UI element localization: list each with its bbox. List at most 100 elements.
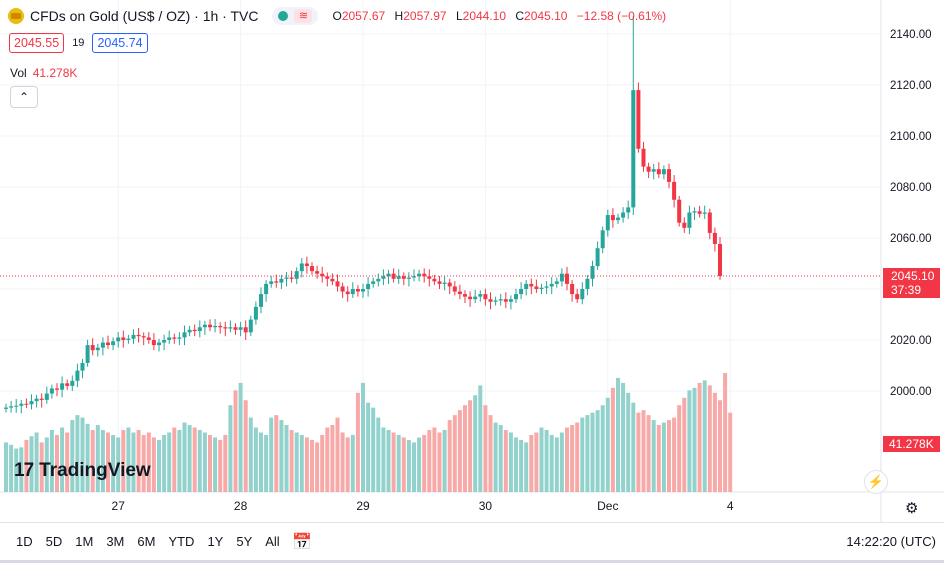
volume-bar (310, 439, 314, 492)
volume-bar (345, 437, 350, 492)
volume-bar (294, 432, 299, 492)
collapse-legend-button[interactable]: ⌃ (10, 86, 38, 108)
candle-body (325, 276, 330, 279)
range-5y-button[interactable]: 5Y (236, 534, 253, 549)
volume-bar (141, 434, 146, 492)
alert-icon: ≋ (294, 9, 313, 23)
candle-body (75, 370, 80, 381)
volume-bar (656, 425, 661, 492)
range-5d-button[interactable]: 5D (45, 534, 63, 549)
range-3m-button[interactable]: 3M (106, 534, 125, 549)
range-6m-button[interactable]: 6M (137, 534, 156, 549)
market-status-pill[interactable]: ≋ (272, 7, 319, 25)
sell-price-button[interactable]: 2045.55 (9, 33, 65, 53)
volume-bar (580, 417, 585, 492)
volume-bar (590, 412, 595, 492)
range-1y-button[interactable]: 1Y (207, 534, 224, 549)
candle-body (172, 337, 177, 339)
candle-body (401, 276, 406, 279)
volume-bar (447, 420, 452, 492)
volume-bar (202, 432, 207, 492)
candle-body (19, 403, 24, 406)
candle-body (590, 266, 595, 279)
bolt-icon[interactable]: ⚡ (864, 470, 888, 494)
volume-bar (126, 427, 131, 492)
candle-body (549, 283, 554, 287)
volume-bar (162, 434, 167, 492)
gear-icon[interactable]: ⚙ (905, 500, 919, 517)
symbol-title[interactable]: CFDs on Gold (US$ / OZ) · 1h · TVC (30, 8, 259, 24)
x-tick-label: 4 (727, 499, 734, 513)
candle-body (202, 324, 207, 328)
range-1m-button[interactable]: 1M (75, 534, 94, 549)
volume-bar (483, 405, 488, 492)
candle-body (529, 283, 534, 287)
volume-bar (172, 427, 177, 492)
volume-bar (289, 430, 294, 492)
y-tick-label: 2120.00 (890, 80, 932, 92)
candle-body (692, 211, 697, 213)
tradingview-logo[interactable]: 17 TradingView (14, 460, 151, 482)
volume-bar (432, 427, 437, 492)
candle-body (269, 281, 274, 284)
candle-body (80, 362, 85, 371)
calendar-range-icon[interactable]: 📅 (292, 534, 312, 551)
candle-body (605, 215, 610, 231)
volume-bar (570, 425, 575, 492)
volume-bar (692, 387, 697, 492)
volume-bar (157, 439, 161, 492)
range-all-button[interactable]: All (265, 534, 280, 549)
chart-legend: CFDs on Gold (US$ / OZ) · 1h · TVC ≋ O20… (8, 7, 672, 25)
volume-bar (697, 382, 702, 492)
candle-body (330, 278, 335, 282)
volume-bar (14, 448, 19, 492)
volume-bar (687, 390, 692, 492)
volume-bar (626, 392, 631, 492)
volume-bar (366, 402, 371, 492)
volume-bar (75, 415, 80, 492)
candle-body (218, 325, 223, 328)
volume-bar (514, 437, 518, 492)
candle-body (646, 166, 651, 172)
volume-bar (228, 405, 233, 492)
volume-bar (223, 434, 228, 492)
volume-bar (712, 392, 717, 492)
window-bottom-edge (0, 560, 944, 563)
volume-bar (386, 430, 391, 492)
candle-body (315, 271, 320, 274)
ohlc-values: O2057.67 H2057.97 L2044.10 C2045.10 −12.… (332, 9, 667, 23)
volume-bar (508, 432, 513, 492)
volume-bar (264, 434, 269, 492)
volume-bar (335, 417, 340, 492)
volume-bar (330, 425, 335, 492)
volume-bar (452, 415, 457, 492)
candle-body (616, 217, 620, 221)
range-1d-button[interactable]: 1D (16, 534, 33, 549)
clock-readout[interactable]: 14:22:20 (UTC) (846, 534, 936, 549)
candle-body (575, 294, 580, 300)
volume-bar (427, 430, 432, 492)
candle-body (381, 276, 386, 279)
candle-body (4, 407, 8, 409)
volume-bar (707, 385, 712, 492)
candle-body (233, 327, 238, 330)
range-ytd-button[interactable]: YTD (168, 534, 195, 549)
volume-bar (661, 422, 666, 492)
volume-bar (315, 442, 320, 492)
volume-label: Vol (10, 66, 27, 80)
volume-bar (121, 430, 126, 492)
candle-body (641, 148, 646, 167)
volume-bar (213, 437, 218, 492)
volume-bar (39, 442, 44, 492)
volume-bar (279, 420, 284, 492)
volume-bar (412, 442, 416, 492)
candle-body (299, 263, 304, 272)
volume-bar (457, 410, 462, 492)
candle-body (672, 181, 677, 200)
candle-body (248, 319, 253, 333)
spread-value: 19 (72, 37, 85, 49)
candle-body (70, 380, 75, 386)
buy-price-button[interactable]: 2045.74 (92, 33, 148, 53)
volume-bar (406, 439, 411, 492)
